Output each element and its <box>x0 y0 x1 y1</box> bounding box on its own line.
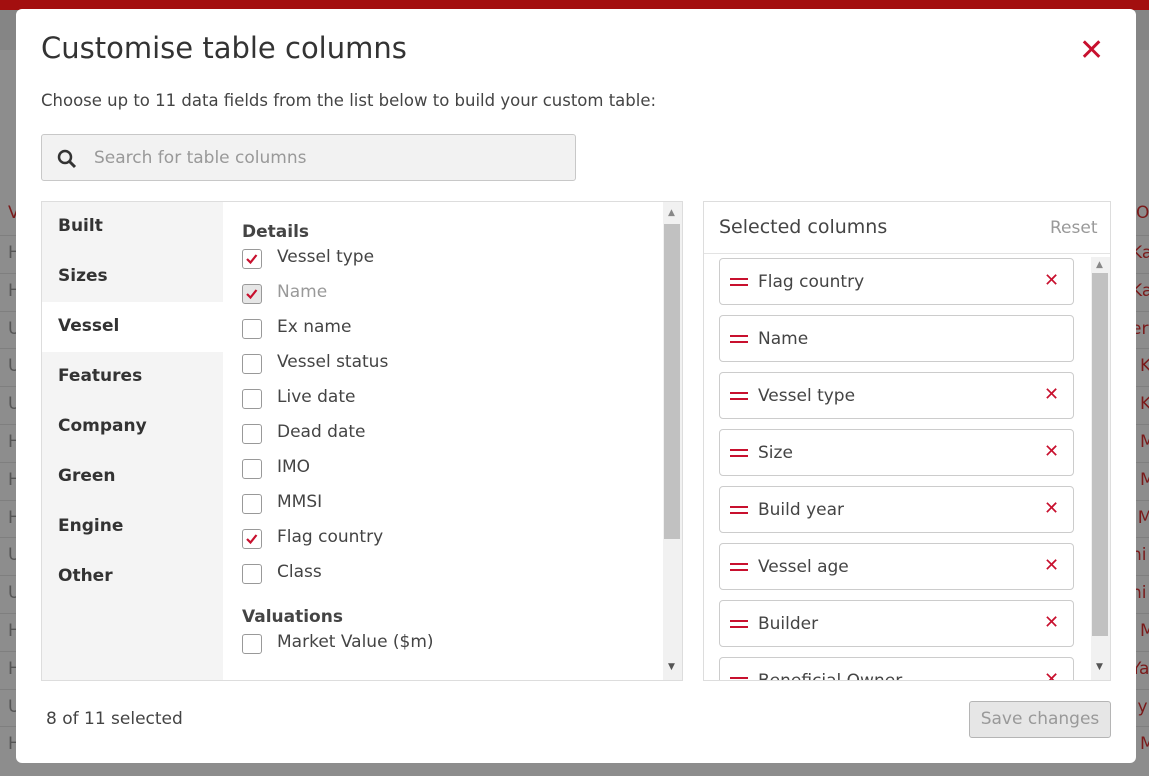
remove-button[interactable]: ✕ <box>1044 612 1060 633</box>
selected-label: Vessel type <box>758 386 856 406</box>
drag-handle[interactable] <box>730 335 748 343</box>
group-title: Details <box>242 222 310 242</box>
bg-cell: K <box>1140 356 1149 377</box>
divider <box>704 253 1110 254</box>
category-tab[interactable]: Company <box>58 416 147 436</box>
category-tab[interactable]: Features <box>58 366 143 386</box>
field-label[interactable]: Class <box>277 562 322 582</box>
category-tab[interactable]: Sizes <box>58 266 108 286</box>
bg-cell: M <box>1140 469 1149 490</box>
drag-handle[interactable] <box>730 677 748 680</box>
bg-cell: K <box>1140 394 1149 415</box>
drag-handle[interactable] <box>730 620 748 628</box>
bg-cell: M <box>1140 734 1149 755</box>
reset-button[interactable]: Reset <box>1050 218 1098 238</box>
selected-item[interactable]: Builder ✕ <box>719 600 1074 647</box>
modal-title: Customise table columns <box>41 31 407 65</box>
selected-panel: Selected columns Reset Flag country ✕ Name… <box>703 201 1111 681</box>
selected-item[interactable]: Size ✕ <box>719 429 1074 476</box>
checkbox[interactable] <box>242 459 262 479</box>
search-placeholder: Search for table columns <box>94 148 307 168</box>
selected-label: Name <box>758 329 809 349</box>
selected-item[interactable]: Name <box>719 315 1074 362</box>
checkbox[interactable] <box>242 634 262 654</box>
checkbox[interactable] <box>242 494 262 514</box>
field-label[interactable]: Live date <box>277 387 356 407</box>
bg-header-cell: V <box>8 203 20 223</box>
selected-label: Beneficial Owner <box>758 671 903 681</box>
category-list: Built Sizes Vessel Features Company Green Engi… <box>42 202 223 680</box>
drag-handle[interactable] <box>730 449 748 457</box>
selected-item[interactable]: Beneficial Owner ✕ <box>719 657 1074 681</box>
field-label[interactable]: Flag country <box>277 527 384 547</box>
category-tab[interactable]: Engine <box>58 516 124 536</box>
remove-button[interactable]: ✕ <box>1044 498 1060 519</box>
field-label[interactable]: Market Value ($m) <box>277 632 434 652</box>
selection-count: 8 of 11 selected <box>46 709 183 729</box>
field-label[interactable]: Dead date <box>277 422 366 442</box>
selected-item[interactable]: Flag country ✕ <box>719 258 1074 305</box>
bg-cell: M <box>1140 621 1149 641</box>
category-tab[interactable]: Other <box>58 566 113 586</box>
search-icon <box>57 149 77 169</box>
remove-button[interactable]: ✕ <box>1044 384 1060 405</box>
checkbox[interactable] <box>242 319 262 339</box>
search-input[interactable]: Search for table columns <box>41 134 576 181</box>
checkbox[interactable] <box>242 389 262 409</box>
field-label[interactable]: Vessel status <box>277 352 389 372</box>
bg-cell: M <box>1140 432 1149 452</box>
selected-title: Selected columns <box>719 216 888 238</box>
field-label[interactable]: Vessel type <box>277 247 375 267</box>
category-tab[interactable]: Vessel <box>42 302 223 352</box>
group-title: Valuations <box>242 607 343 627</box>
scrollbar[interactable]: ▲ ▼ <box>1091 257 1110 680</box>
checkbox[interactable] <box>242 354 262 374</box>
category-tab[interactable]: Built <box>58 216 103 236</box>
close-button[interactable]: ✕ <box>1079 33 1105 68</box>
field-label[interactable]: Ex name <box>277 317 352 337</box>
remove-button[interactable]: ✕ <box>1044 270 1060 291</box>
selected-label: Builder <box>758 614 819 634</box>
drag-handle[interactable] <box>730 392 748 400</box>
description: Choose up to 11 data fields from the lis… <box>41 91 657 110</box>
selected-item[interactable]: Vessel age ✕ <box>719 543 1074 590</box>
category-tab[interactable]: Green <box>58 466 116 486</box>
field-label[interactable]: MMSI <box>277 492 323 512</box>
scrollbar[interactable]: ▲ ▼ <box>663 202 682 680</box>
drag-handle[interactable] <box>730 278 748 286</box>
checkbox[interactable] <box>242 424 262 444</box>
remove-button[interactable]: ✕ <box>1044 441 1060 462</box>
checkbox[interactable] <box>242 249 262 269</box>
field-picker: Built Sizes Vessel Features Company Green Engi… <box>41 201 683 681</box>
drag-handle[interactable] <box>730 563 748 571</box>
selected-label: Vessel age <box>758 557 849 577</box>
selected-label: Build year <box>758 500 845 520</box>
selected-item[interactable]: Vessel type ✕ <box>719 372 1074 419</box>
selected-label: Flag country <box>758 272 865 292</box>
checkbox <box>242 284 262 304</box>
checkbox[interactable] <box>242 529 262 549</box>
top-bar <box>0 0 1149 10</box>
selected-item[interactable]: Build year ✕ <box>719 486 1074 533</box>
selected-label: Size <box>758 443 793 463</box>
save-button[interactable]: Save changes <box>969 701 1111 738</box>
checkbox[interactable] <box>242 564 262 584</box>
field-label: Name <box>277 282 328 302</box>
modal: Customise table columns ✕ Choose up to 1… <box>16 9 1136 763</box>
bg-header-cell: O <box>1136 203 1149 223</box>
remove-button[interactable]: ✕ <box>1044 669 1060 681</box>
drag-handle[interactable] <box>730 506 748 514</box>
field-label[interactable]: IMO <box>277 457 311 477</box>
remove-button[interactable]: ✕ <box>1044 555 1060 576</box>
